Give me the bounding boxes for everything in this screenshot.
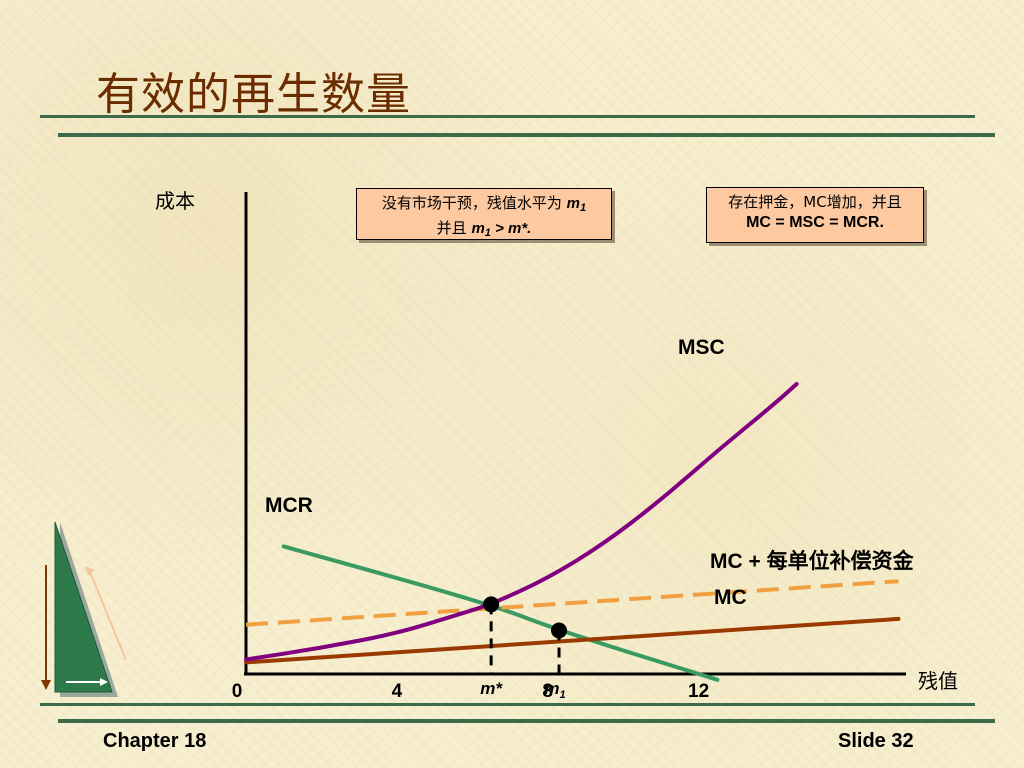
x-annotation-label: m1 <box>544 679 565 701</box>
triangle-logo <box>41 521 127 697</box>
title-rule-bottom <box>58 133 995 137</box>
footer-rule-bottom <box>58 719 995 723</box>
note-1-line2a: 并且 <box>436 219 472 237</box>
footer-slide: Slide 32 <box>838 730 914 752</box>
note-2-line1: 存在押金，MC增加，并且 <box>728 193 902 211</box>
series-label: MC <box>714 586 747 609</box>
note-1-line2b: > m*. <box>490 220 532 237</box>
x-axis-label: 残值 <box>918 669 958 693</box>
series-line-mc <box>245 579 899 627</box>
note-1-sub2: 1 <box>484 227 491 239</box>
note-2-line2: MC = MSC = MCR. <box>746 214 884 231</box>
note-1-m: m <box>566 195 580 212</box>
series-line-mc <box>244 616 901 665</box>
series-label: MC + 每单位补偿资金 <box>710 549 915 573</box>
note-1-line1: 没有市场干预，残值水平为 <box>381 194 567 212</box>
x-tick-label: 4 <box>392 681 403 702</box>
series-line-msc <box>244 382 799 662</box>
equilibrium-point <box>483 596 500 613</box>
footer-chapter: Chapter 18 <box>103 730 207 752</box>
note-1-sub: 1 <box>580 202 587 214</box>
title-rule-top <box>40 115 975 118</box>
series-label: MCR <box>265 494 313 517</box>
footer-rule-top <box>40 703 975 706</box>
x-tick-label: 0 <box>232 681 243 702</box>
note-1-m2: m <box>471 220 485 237</box>
x-tick-label: 12 <box>688 681 709 702</box>
series-label: MSC <box>678 336 725 359</box>
note-no-intervention: 没有市场干预，残值水平为 m1 并且 m1 > m*. <box>356 188 612 240</box>
x-tick-label: 8 <box>542 681 553 702</box>
series-line-mcr <box>281 544 720 682</box>
equilibrium-point <box>551 622 568 639</box>
y-axis-label: 成本 <box>155 189 195 213</box>
note-deposit: 存在押金，MC增加，并且 MC = MSC = MCR. <box>706 187 924 243</box>
x-annotation-label: m* <box>480 679 503 698</box>
page-title: 有效的再生数量 <box>96 69 411 120</box>
